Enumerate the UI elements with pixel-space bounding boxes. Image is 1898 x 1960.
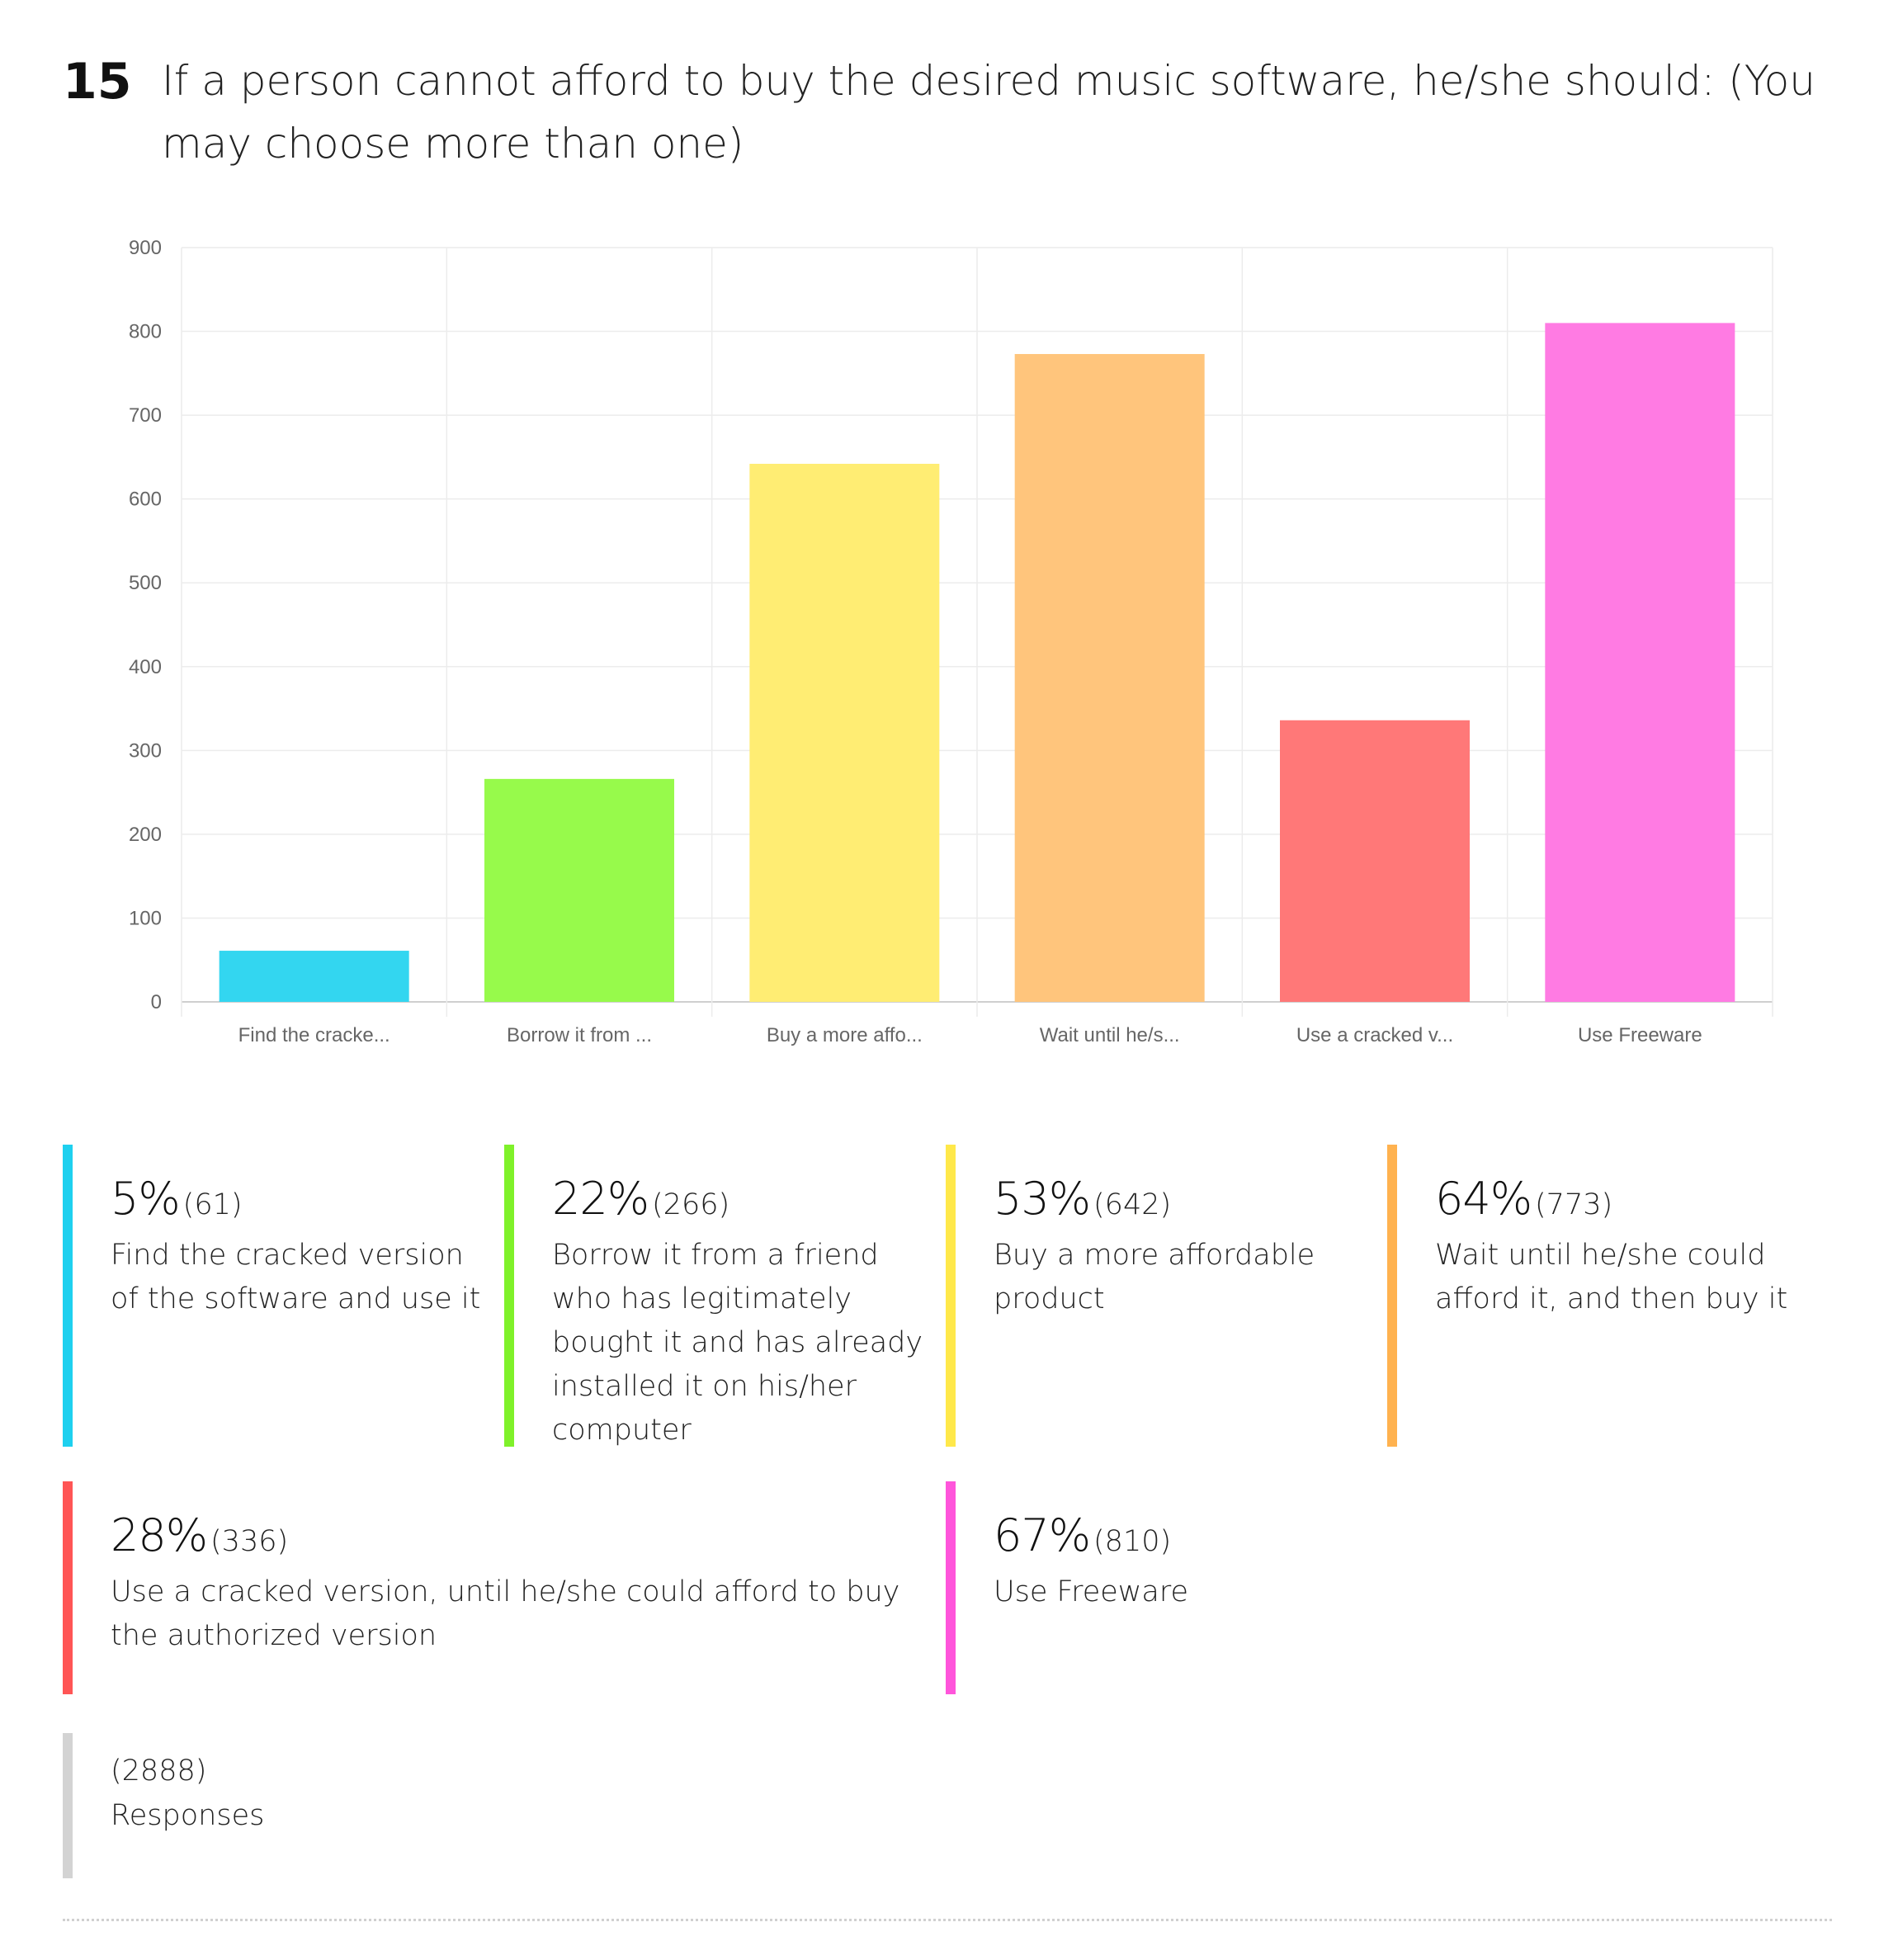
responses-color-bar	[63, 1733, 73, 1878]
question-text: If a person cannot afford to buy the des…	[162, 57, 1815, 168]
bar	[484, 778, 674, 1002]
y-tick-label: 100	[129, 907, 162, 929]
legend-percent: 67%	[994, 1509, 1091, 1561]
legend-color-bar	[63, 1481, 73, 1694]
legend-label: Wait until he/she could afford it, and t…	[1435, 1239, 1788, 1315]
responses-label: Responses	[111, 1799, 265, 1832]
legend-label: Use Freeware	[994, 1575, 1189, 1608]
legend-percent: 28%	[111, 1509, 208, 1561]
legend-percent: 5%	[111, 1173, 181, 1225]
x-tick-label: Find the cracke...	[238, 1024, 390, 1046]
bar-chart: 0 100 200 300 400 500 600 700 800 900 Find the cr…	[129, 237, 1773, 1046]
x-tick-label: Use a cracked v...	[1296, 1024, 1453, 1046]
y-tick-label: 600	[129, 489, 162, 511]
x-tick-label: Wait until he/s...	[1040, 1024, 1180, 1046]
chart-grid	[181, 247, 1773, 1017]
legend-value: 22% (266)	[552, 1173, 729, 1225]
y-tick-label: 200	[129, 824, 162, 846]
y-tick-label: 300	[129, 739, 162, 762]
legend-value: 53% (642)	[994, 1173, 1171, 1225]
legend-value: 5% (61)	[111, 1173, 243, 1225]
legend-value: 67% (810)	[994, 1509, 1171, 1561]
legend-count: (773)	[1535, 1188, 1613, 1221]
x-tick-label: Buy a more affo...	[767, 1024, 923, 1046]
bar	[1280, 720, 1470, 1002]
legend-count: (642)	[1093, 1188, 1172, 1221]
chart-bars	[219, 323, 1735, 1002]
y-tick-label: 800	[129, 321, 162, 343]
y-tick-label: 0	[151, 991, 162, 1013]
legend-color-bar	[1387, 1145, 1397, 1447]
responses-count: (2888)	[111, 1755, 207, 1788]
y-tick-label: 400	[129, 656, 162, 678]
bar	[1545, 323, 1735, 1002]
bar	[749, 464, 940, 1002]
legend-value: 28% (336)	[111, 1509, 288, 1561]
legend-count: (810)	[1093, 1525, 1172, 1558]
y-axis-ticks: 0 100 200 300 400 500 600 700 800 900	[129, 237, 162, 1013]
legend-label: Buy a more affordable product	[994, 1239, 1315, 1315]
legend-color-bar	[63, 1145, 73, 1447]
legend-label: Borrow it from a friend who has legitima…	[552, 1239, 923, 1447]
bar	[1014, 353, 1205, 1002]
x-tick-label: Use Freeware	[1578, 1024, 1702, 1046]
legend-count: (61)	[182, 1188, 243, 1221]
question-number: 15	[63, 53, 132, 111]
x-tick-label: Borrow it from ...	[507, 1024, 652, 1046]
y-tick-label: 500	[129, 572, 162, 594]
legend-color-bar	[946, 1481, 956, 1694]
legend-label: Find the cracked version of the software…	[111, 1239, 481, 1315]
legend-percent: 53%	[994, 1173, 1091, 1225]
legend-percent: 22%	[552, 1173, 649, 1225]
legend-color-bar	[504, 1145, 514, 1447]
legend-count: (266)	[652, 1188, 730, 1221]
section-divider	[63, 1919, 1832, 1921]
legend-color-bar	[946, 1145, 956, 1447]
legend-percent: 64%	[1435, 1173, 1532, 1225]
legend-label: Use a cracked version, until he/she coul…	[111, 1575, 900, 1652]
x-axis-ticks: Find the cracke... Borrow it from ... Buy …	[238, 1024, 1702, 1046]
legend-count: (336)	[210, 1525, 289, 1558]
y-tick-label: 900	[129, 237, 162, 259]
y-tick-label: 700	[129, 404, 162, 427]
legend-value: 64% (773)	[1435, 1173, 1612, 1225]
bar	[219, 951, 409, 1002]
